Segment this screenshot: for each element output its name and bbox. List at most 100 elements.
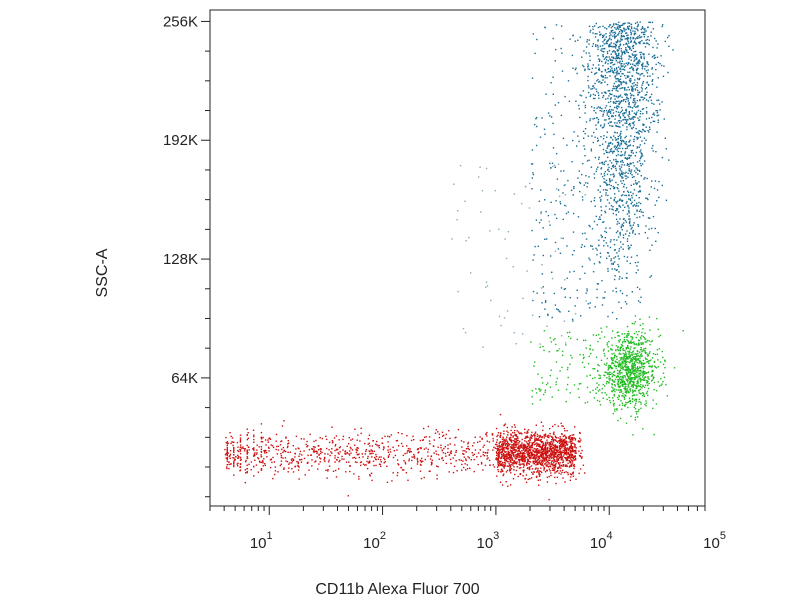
blue-population-point <box>603 135 605 137</box>
green-population-point <box>586 375 588 377</box>
red-population-point <box>538 456 540 458</box>
blue-population-point <box>610 26 613 29</box>
blue-population-point <box>620 307 622 309</box>
blue-population-point <box>611 93 613 96</box>
red-population-point <box>529 452 531 454</box>
blue-population-point <box>625 77 627 79</box>
blue-population-point <box>618 106 620 108</box>
blue-population-point <box>635 205 637 207</box>
red-population-point <box>542 429 544 432</box>
blue-population-point <box>634 179 637 182</box>
green-population-point <box>638 344 640 346</box>
blue-population-point <box>639 41 642 43</box>
red-population-point <box>318 454 320 456</box>
red-population-point <box>575 450 577 453</box>
blue-population-point <box>626 158 628 160</box>
blue-population-point <box>572 231 575 233</box>
green-population-point <box>603 336 606 338</box>
red-population-point <box>504 451 506 453</box>
red-population-point <box>397 463 399 465</box>
blue-population-point <box>631 149 634 152</box>
red-population-point <box>505 471 508 473</box>
blue-population-point <box>620 161 622 163</box>
blue-population-point <box>614 98 616 100</box>
red-population-point <box>522 447 524 449</box>
blue-population-point <box>592 97 595 100</box>
red-population-point <box>543 448 545 450</box>
red-population-point <box>327 453 329 455</box>
blue-population-point <box>640 56 642 58</box>
red-population-point <box>506 454 508 456</box>
blue-population-point <box>617 23 619 26</box>
green-population-point <box>624 375 626 377</box>
green-population-point <box>624 405 626 407</box>
red-population-point <box>572 464 575 467</box>
blue-population-point <box>617 61 619 64</box>
green-population-point <box>628 340 630 343</box>
red-population-point <box>519 450 521 453</box>
red-population-point <box>226 460 228 462</box>
blue-population-point <box>598 60 601 62</box>
red-population-point <box>458 459 460 461</box>
green-population-point <box>649 343 651 346</box>
red-population-point <box>579 468 582 470</box>
red-population-point <box>280 440 282 443</box>
blue-population-point <box>619 169 621 171</box>
green-population-point <box>625 371 628 374</box>
blue-population-point <box>642 129 645 131</box>
red-population-point <box>500 457 503 459</box>
green-population-point <box>642 365 645 368</box>
green-population-point <box>619 369 621 372</box>
red-population-point <box>260 454 262 456</box>
red-population-point <box>510 472 512 474</box>
blue-population-point <box>618 204 620 207</box>
red-population-point <box>553 470 555 472</box>
red-population-point <box>525 441 528 443</box>
blue-population-point <box>621 182 623 185</box>
red-population-point <box>546 460 549 462</box>
blue-population-point <box>598 156 600 158</box>
blue-population-point <box>607 60 609 62</box>
blue-population-point <box>618 125 620 128</box>
red-population-point <box>330 451 332 453</box>
red-population-point <box>277 449 280 451</box>
red-population-point <box>233 464 235 467</box>
red-population-point <box>369 462 371 464</box>
red-population-point <box>262 436 264 439</box>
red-population-point <box>521 454 523 457</box>
blue-population-point <box>627 114 629 116</box>
blue-population-point <box>637 73 640 75</box>
blue-population-point <box>607 156 609 159</box>
red-population-point <box>532 449 534 452</box>
blue-population-point <box>651 180 653 182</box>
blue-population-point <box>616 105 618 107</box>
red-population-point <box>573 434 575 436</box>
green-population-point <box>578 383 581 385</box>
green-population-point <box>650 340 652 343</box>
green-population-point <box>648 378 650 380</box>
red-population-point <box>396 439 399 442</box>
red-population-point <box>536 444 538 446</box>
blue-population-point <box>613 63 616 65</box>
blue-population-point <box>618 211 620 213</box>
blue-population-point <box>658 180 660 183</box>
red-population-point <box>431 463 433 465</box>
red-population-point <box>549 443 551 445</box>
blue-population-point <box>629 262 631 265</box>
red-population-point <box>245 472 247 474</box>
red-population-point <box>346 452 348 455</box>
green-population-point <box>565 400 567 403</box>
red-population-point <box>499 436 501 438</box>
red-population-point <box>319 448 322 450</box>
red-population-point <box>573 467 575 470</box>
red-population-point <box>579 445 581 448</box>
blue-population-point <box>624 219 627 222</box>
blue-population-point <box>605 182 607 184</box>
blue-population-point <box>614 210 617 212</box>
red-population-point <box>237 462 239 464</box>
red-population-point <box>529 437 531 439</box>
blue-population-point <box>613 176 615 178</box>
green-population-point <box>622 352 624 355</box>
red-population-point <box>369 474 371 476</box>
blue-population-point <box>651 116 653 119</box>
